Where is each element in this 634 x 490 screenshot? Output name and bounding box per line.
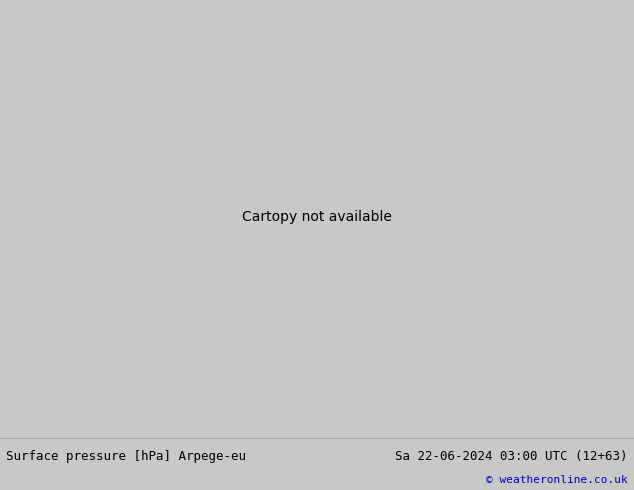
Text: Surface pressure [hPa] Arpege-eu: Surface pressure [hPa] Arpege-eu — [6, 450, 247, 463]
Text: Cartopy not available: Cartopy not available — [242, 210, 392, 224]
Text: Sa 22-06-2024 03:00 UTC (12+63): Sa 22-06-2024 03:00 UTC (12+63) — [395, 450, 628, 463]
Text: © weatheronline.co.uk: © weatheronline.co.uk — [486, 475, 628, 485]
